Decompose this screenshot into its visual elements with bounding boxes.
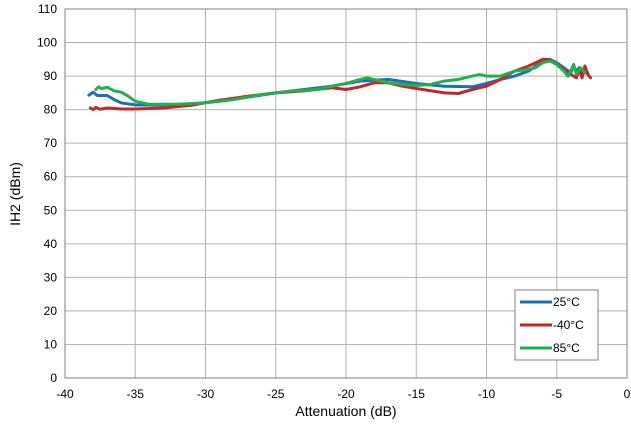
x-tick-label: 0 xyxy=(624,387,631,401)
y-tick-label: 40 xyxy=(44,237,58,251)
y-tick-label: 90 xyxy=(44,69,58,83)
y-tick-label: 60 xyxy=(44,170,58,184)
plot-area xyxy=(64,8,628,379)
y-tick-label: 100 xyxy=(37,36,57,50)
y-axis: 0 10 20 30 40 50 60 70 80 90 100 110 xyxy=(37,2,57,385)
y-tick-label: 50 xyxy=(44,203,58,217)
series-layer xyxy=(87,57,592,112)
x-axis-title: Attenuation (dB) xyxy=(295,403,396,419)
y-tick-label: 110 xyxy=(38,2,57,16)
x-tick-label: -35 xyxy=(127,387,145,401)
x-tick-label: -25 xyxy=(267,387,285,401)
x-tick-label: -10 xyxy=(478,387,496,401)
series-line-0 xyxy=(87,57,590,107)
series-line-2 xyxy=(94,59,587,106)
x-tick-label: -30 xyxy=(197,387,215,401)
y-tick-label: 70 xyxy=(44,136,58,150)
y-tick-label: 80 xyxy=(44,103,58,117)
x-tick-label: -5 xyxy=(551,387,562,401)
x-tick-label: -20 xyxy=(337,387,355,401)
y-axis-title: IH2 (dBm) xyxy=(7,162,23,226)
legend-label-0: 25°C xyxy=(553,295,580,309)
legend-label-2: 85°C xyxy=(553,341,580,355)
y-tick-label: 30 xyxy=(44,270,58,284)
legend-label-1: -40°C xyxy=(553,318,584,332)
x-tick-label: -15 xyxy=(408,387,426,401)
y-tick-label: 10 xyxy=(44,337,58,351)
legend: 25°C -40°C 85°C xyxy=(514,289,599,361)
x-tick-label: -40 xyxy=(56,387,74,401)
y-tick-label: 20 xyxy=(44,304,58,318)
x-axis: -40 -35 -30 -25 -20 -15 -10 -5 0 xyxy=(56,387,630,401)
y-tick-label: 0 xyxy=(50,371,57,385)
